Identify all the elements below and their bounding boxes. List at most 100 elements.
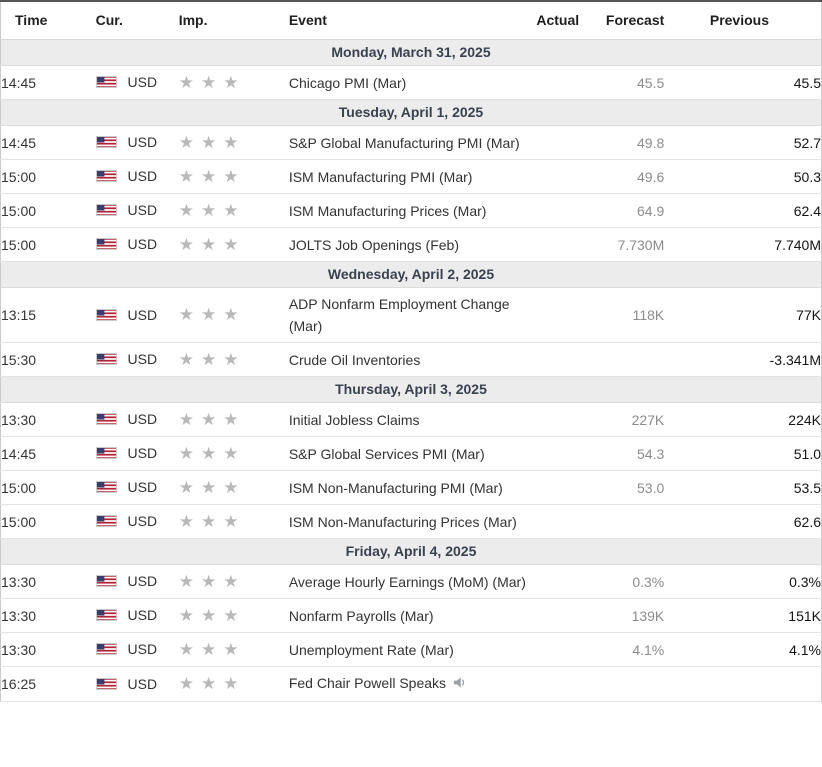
forecast-value: 45.5	[637, 74, 665, 91]
event-row: 14:45 USD ★ ★ ★ S&P Global Manufacturing P…	[0, 125, 822, 160]
event-name[interactable]: Initial Jobless Claims	[288, 411, 420, 428]
star-icon: ★	[200, 605, 217, 625]
forecast-value: 118K	[632, 307, 665, 323]
currency-cell: USD	[95, 126, 179, 160]
event-row: 16:25 USD ★ ★ ★ Fed Chair Powell Speaks	[0, 666, 822, 702]
actual-value	[527, 667, 579, 702]
event-time: 14:45	[1, 74, 37, 91]
event-name[interactable]: Chicago PMI (Mar)	[288, 74, 407, 91]
actual-value	[527, 228, 579, 262]
importance-stars: ★ ★ ★	[179, 505, 289, 539]
event-name[interactable]: ISM Manufacturing Prices (Mar)	[288, 202, 487, 219]
currency-label: USD	[127, 445, 158, 461]
us-flag-icon	[95, 349, 117, 371]
event-name[interactable]: S&P Global Manufacturing PMI (Mar)	[288, 134, 520, 151]
column-header-currency: Cur.	[95, 12, 123, 28]
event-cell: Initial Jobless Claims	[289, 403, 527, 437]
event-row: 15:00 USD ★ ★ ★ ISM Non-Manufacturing Pric…	[0, 504, 822, 539]
speaker-icon	[452, 677, 467, 693]
previous-value: 53.5	[793, 479, 821, 496]
event-name[interactable]: S&P Global Services PMI (Mar)	[288, 445, 485, 462]
event-name[interactable]: ISM Non-Manufacturing PMI (Mar)	[288, 479, 503, 496]
economic-calendar: Time Cur. Imp. Event Actual Forecast Pre…	[0, 0, 822, 702]
currency-label: USD	[127, 74, 158, 90]
star-icon: ★	[178, 477, 194, 497]
forecast-value: 139K	[631, 607, 665, 624]
importance-stars: ★ ★ ★	[179, 160, 289, 194]
previous-value: 224K	[788, 411, 821, 428]
star-icon: ★	[200, 166, 217, 186]
star-icon: ★	[223, 443, 239, 463]
event-time: 13:30	[1, 641, 37, 658]
star-icon: ★	[178, 132, 194, 152]
currency-label: USD	[127, 573, 158, 589]
star-icon: ★	[178, 571, 194, 591]
event-cell: ISM Manufacturing PMI (Mar)	[289, 160, 527, 194]
event-cell: S&P Global Services PMI (Mar)	[289, 437, 527, 471]
actual-value	[527, 160, 579, 194]
star-icon: ★	[200, 443, 217, 463]
importance-stars: ★ ★ ★	[179, 437, 289, 471]
previous-value	[664, 667, 821, 702]
currency-label: USD	[127, 168, 158, 184]
currency-label: USD	[127, 479, 158, 495]
event-time: 13:30	[1, 607, 37, 624]
actual-value	[527, 126, 579, 160]
event-time: 15:00	[1, 513, 37, 530]
currency-cell: USD	[95, 633, 179, 667]
star-icon: ★	[200, 477, 217, 497]
star-icon: ★	[200, 132, 217, 152]
event-row: 15:00 USD ★ ★ ★ ISM Manufacturing PMI (Mar…	[0, 159, 822, 194]
star-icon: ★	[178, 443, 194, 463]
forecast-value	[579, 667, 664, 702]
event-cell: Unemployment Rate (Mar)	[289, 633, 527, 667]
star-icon: ★	[178, 166, 194, 186]
importance-stars: ★ ★ ★	[179, 667, 289, 702]
event-name[interactable]: ADP Nonfarm Employment Change (Mar)	[288, 296, 510, 334]
event-row: 13:30 USD ★ ★ ★ Average Hourly Earnings (M…	[0, 564, 822, 599]
star-icon: ★	[223, 305, 239, 324]
currency-label: USD	[127, 202, 158, 218]
event-cell: JOLTS Job Openings (Feb)	[289, 228, 527, 262]
event-cell: Average Hourly Earnings (MoM) (Mar)	[289, 565, 527, 599]
star-icon: ★	[178, 409, 194, 429]
us-flag-icon	[95, 132, 117, 154]
star-icon: ★	[200, 200, 217, 220]
currency-cell: USD	[95, 667, 179, 702]
date-group-row: Tuesday, April 1, 2025	[0, 99, 822, 126]
currency-cell: USD	[95, 403, 179, 437]
star-icon: ★	[223, 200, 239, 220]
event-name[interactable]: Fed Chair Powell Speaks	[288, 675, 447, 691]
event-name[interactable]: Crude Oil Inventories	[288, 351, 421, 368]
previous-value: 77K	[796, 307, 821, 323]
event-name[interactable]: ISM Manufacturing PMI (Mar)	[288, 168, 473, 185]
star-icon: ★	[223, 605, 239, 625]
star-icon: ★	[178, 674, 194, 693]
event-name[interactable]: Unemployment Rate (Mar)	[288, 641, 454, 658]
event-time: 15:00	[1, 236, 37, 253]
event-row: 15:30 USD ★ ★ ★ Crude Oil Inventories -3.3…	[0, 342, 822, 377]
star-icon: ★	[223, 132, 239, 152]
previous-value: 51.0	[793, 445, 821, 462]
forecast-value: 54.3	[637, 445, 665, 462]
previous-value: 7.740M	[774, 236, 821, 253]
previous-value: 62.4	[793, 202, 821, 219]
event-name[interactable]: ISM Non-Manufacturing Prices (Mar)	[288, 513, 517, 530]
event-name[interactable]: JOLTS Job Openings (Feb)	[288, 236, 459, 253]
event-time: 16:25	[1, 676, 37, 692]
event-name[interactable]: Nonfarm Payrolls (Mar)	[288, 607, 434, 624]
column-header-time: Time	[15, 12, 48, 28]
us-flag-icon	[95, 511, 117, 533]
star-icon: ★	[200, 305, 217, 324]
star-icon: ★	[223, 349, 239, 369]
event-time: 15:00	[1, 479, 37, 496]
currency-cell: USD	[95, 565, 179, 599]
date-group-row: Wednesday, April 2, 2025	[0, 261, 822, 288]
date-group-row: Friday, April 4, 2025	[0, 538, 822, 565]
actual-value	[527, 194, 579, 228]
previous-value: 62.6	[793, 513, 821, 530]
actual-value	[527, 565, 579, 599]
importance-stars: ★ ★ ★	[179, 66, 289, 100]
event-row: 14:45 USD ★ ★ ★ Chicago PMI (Mar) 45.5 45.…	[0, 65, 822, 100]
event-name[interactable]: Average Hourly Earnings (MoM) (Mar)	[288, 573, 526, 590]
